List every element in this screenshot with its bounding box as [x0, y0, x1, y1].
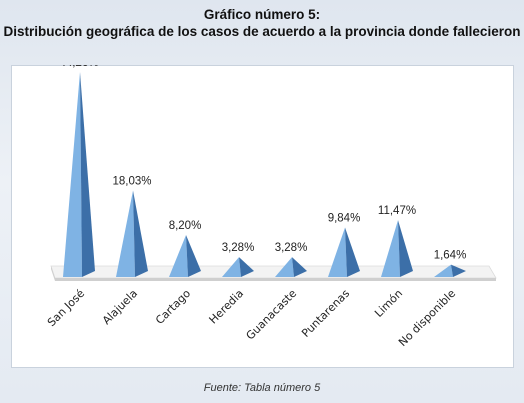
- pyramid-face-right: [186, 234, 201, 277]
- pyramid-face-left: [116, 190, 135, 277]
- pyramid-face-left: [434, 264, 453, 277]
- data-label: 9,84%: [328, 213, 361, 225]
- pyramid-face-left: [275, 257, 294, 277]
- floor-left-edge: [51, 266, 55, 281]
- pyramid-face-right: [80, 72, 95, 277]
- category-label: Guanacaste: [244, 287, 300, 343]
- source-note: Fuente: Tabla número 5: [203, 382, 321, 394]
- category-label: Cartago: [153, 287, 193, 327]
- pyramid-face-left: [222, 257, 241, 277]
- data-labels: 44,26% 18,03% 8,20% 3,28% 3,28% 9,84% 11,47% 1,…: [59, 65, 466, 262]
- data-label: 8,20%: [169, 220, 202, 232]
- pyramid-face-right: [451, 264, 466, 277]
- pyramid-bar-1: [63, 72, 95, 277]
- category-label: No disponible: [396, 287, 458, 349]
- pyramid-face-right: [398, 220, 413, 277]
- pyramid-bars: [63, 72, 466, 277]
- pyramid-bar-4: [222, 257, 254, 277]
- pyramid-face-right: [345, 227, 360, 277]
- chart-area: [11, 65, 514, 368]
- pyramid-face-left: [328, 227, 347, 277]
- chart-subtitle: Distribución geográfica de los casos de …: [3, 24, 521, 39]
- category-label: Limón: [372, 287, 405, 320]
- category-label: Heredia: [207, 287, 247, 327]
- chart-title: Gráfico número 5:: [203, 7, 321, 22]
- pyramid-face-right: [133, 190, 148, 277]
- category-label: Puntarenas: [299, 287, 352, 340]
- floor-front-edge: [55, 278, 496, 281]
- data-label: 3,28%: [222, 242, 255, 254]
- pyramid-face-left: [169, 234, 188, 277]
- pyramid-bar-2: [116, 190, 148, 277]
- data-label: 18,03%: [112, 176, 151, 188]
- pyramid-chart: 44,26% 18,03% 8,20% 3,28% 3,28% 9,84% 11,47% 1,…: [45, 65, 497, 349]
- data-label: 44,26%: [59, 65, 98, 69]
- pyramid-face-left: [63, 72, 82, 277]
- data-label: 1,64%: [434, 250, 467, 262]
- category-label: Alajuela: [100, 287, 140, 327]
- pyramid-bar-8: [434, 264, 466, 277]
- category-label: San José: [45, 287, 87, 329]
- pyramid-face-right: [292, 257, 307, 277]
- pyramid-bar-6: [328, 227, 360, 277]
- pyramid-face-left: [381, 220, 400, 277]
- pyramid-face-right: [239, 257, 254, 277]
- pyramid-bar-3: [169, 234, 201, 277]
- pyramid-bar-7: [381, 220, 413, 277]
- data-label: 3,28%: [275, 242, 308, 254]
- pyramid-bar-5: [275, 257, 307, 277]
- category-labels: San José Alajuela Cartago HerediaGuanacaste…: [45, 287, 458, 349]
- data-label: 11,47%: [378, 205, 416, 217]
